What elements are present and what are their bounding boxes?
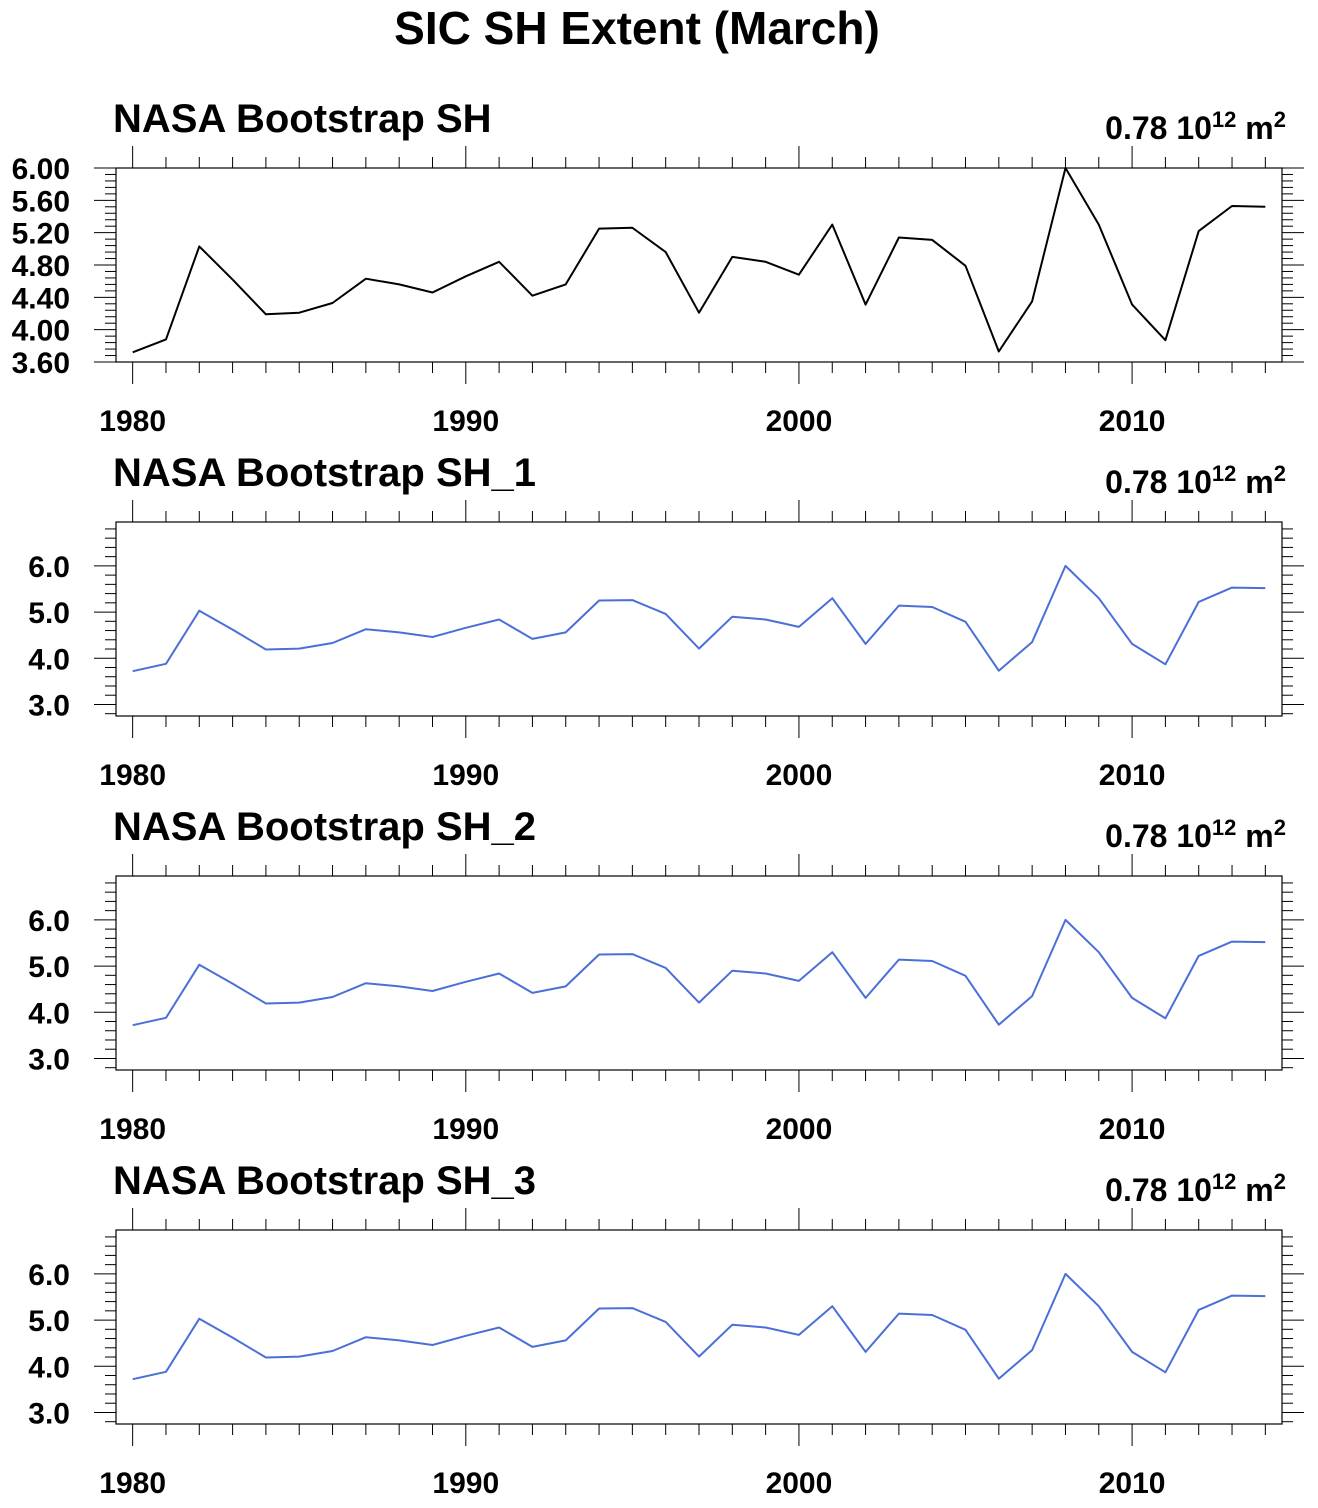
x-tick-label: 1990 (432, 1113, 499, 1146)
chart-panel-2: NASA Bootstrap SH_1 0.78 1012 m2 1980 1990 2… (28, 451, 1304, 792)
y-tick-label: 6.00 (12, 153, 70, 186)
y-tick-label: 4.80 (12, 250, 70, 283)
panel-annotation: 0.78 1012 m2 (1105, 1169, 1286, 1208)
y-tick-label: 6.0 (28, 905, 70, 938)
x-tick-label: 2000 (766, 759, 833, 792)
y-tick-label: 4.0 (28, 997, 70, 1030)
y-tick-label: 5.20 (12, 218, 70, 251)
y-tick-label: 5.0 (28, 1305, 70, 1338)
x-tick-label: 2010 (1099, 1113, 1166, 1146)
y-tick-label: 6.0 (28, 551, 70, 584)
panel-annotation: 0.78 1012 m2 (1105, 461, 1286, 500)
plot-frame (115, 521, 1283, 717)
panel-title: NASA Bootstrap SH (113, 97, 492, 141)
y-tick-label: 6.0 (28, 1259, 70, 1292)
y-tick-label: 3.0 (28, 689, 70, 722)
y-tick-label: 4.00 (12, 315, 70, 348)
plot-frame (115, 167, 1283, 363)
x-tick-label: 2010 (1099, 1467, 1166, 1500)
plot-frame (115, 1229, 1283, 1425)
x-tick-label: 2010 (1099, 405, 1166, 438)
y-tick-label: 3.60 (12, 347, 70, 380)
series-line (132, 1272, 1266, 1381)
x-tick-label: 1980 (99, 1467, 166, 1500)
x-tick-label: 2000 (766, 1467, 833, 1500)
x-tick-label: 1980 (99, 405, 166, 438)
y-tick-label: 3.0 (28, 1043, 70, 1076)
y-tick-label: 4.0 (28, 1351, 70, 1384)
series-line (132, 918, 1266, 1027)
y-tick-label: 5.60 (12, 185, 70, 218)
chart-panel-4: NASA Bootstrap SH_3 0.78 1012 m2 1980 1990 2… (28, 1159, 1304, 1500)
series-line (132, 167, 1266, 354)
panel-annotation: 0.78 1012 m2 (1105, 107, 1286, 146)
y-tick-label: 5.0 (28, 951, 70, 984)
panel-title: NASA Bootstrap SH_3 (113, 1159, 536, 1203)
figure-title: SIC SH Extent (March) (394, 2, 880, 54)
panel-annotation: 0.78 1012 m2 (1105, 815, 1286, 854)
x-tick-label: 1990 (432, 405, 499, 438)
x-tick-label: 1990 (432, 1467, 499, 1500)
x-tick-label: 1990 (432, 759, 499, 792)
x-tick-label: 2000 (766, 405, 833, 438)
panel-title: NASA Bootstrap SH_1 (113, 451, 536, 495)
x-tick-label: 2000 (766, 1113, 833, 1146)
y-tick-label: 4.40 (12, 282, 70, 315)
chart-panel-3: NASA Bootstrap SH_2 0.78 1012 m2 1980 1990 2… (28, 805, 1304, 1146)
x-tick-label: 1980 (99, 759, 166, 792)
series-line (132, 564, 1266, 673)
chart-panel-1: NASA Bootstrap SH 0.78 1012 m2 1980 1990 200… (12, 97, 1304, 438)
x-tick-label: 2010 (1099, 759, 1166, 792)
plot-frame (115, 875, 1283, 1071)
y-tick-label: 4.0 (28, 643, 70, 676)
x-tick-label: 1980 (99, 1113, 166, 1146)
y-tick-label: 3.0 (28, 1397, 70, 1430)
panel-title: NASA Bootstrap SH_2 (113, 805, 536, 849)
y-tick-label: 5.0 (28, 597, 70, 630)
